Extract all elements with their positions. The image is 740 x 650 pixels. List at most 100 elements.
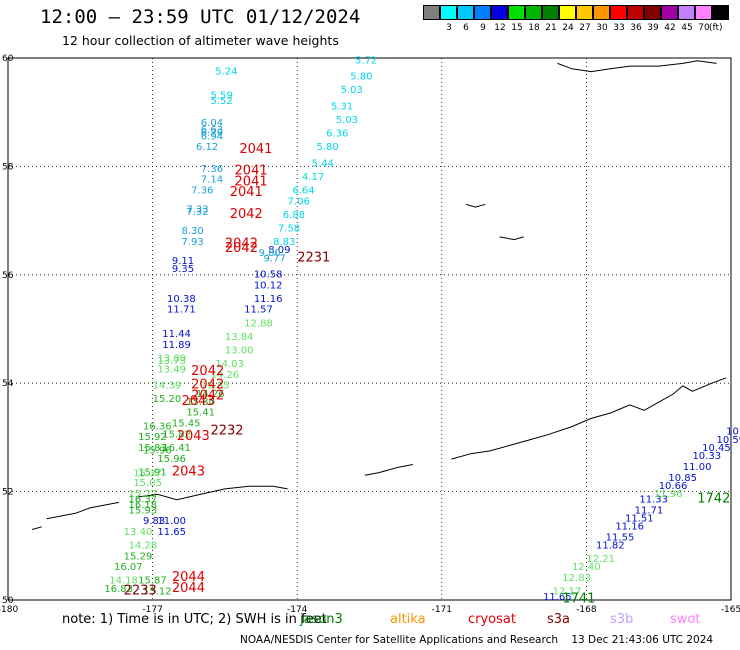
pass-time-label: 2042 [191,378,224,393]
wave-height-value: 11.65 [543,592,572,603]
scale-label: 3 [446,23,452,33]
scale-label: 6 [463,23,469,33]
wave-height-value: 15.41 [186,408,215,419]
wave-height-value: 11.44 [162,329,191,340]
scale-swatch [474,5,491,20]
wave-height-value: 11.71 [167,305,196,316]
scale-swatch [695,5,712,20]
scale-swatch [678,5,695,20]
wave-height-value: 7.14 [201,175,223,186]
wave-height-value: 15.87 [138,576,167,587]
wave-height-value: 16.37 [129,494,158,505]
wave-height-value: 7.33 [186,204,208,215]
wave-height-value: 15.96 [157,454,186,465]
wave-height-value: 13.84 [225,332,254,343]
wave-height-value: 11.82 [596,541,625,552]
scale-swatch [457,5,474,20]
wave-height-value: 14.18 [109,576,138,587]
wave-height-value: 11.00 [157,516,186,527]
scale-label: 36 [630,23,642,33]
satellite-swot: swot [670,612,701,627]
scale-swatch [627,5,644,20]
wave-height-value: 12.40 [572,562,601,573]
coastline [557,60,717,73]
wave-height-value: 6.94 [201,131,223,142]
scale-label: 12 [494,23,506,33]
coastline [451,377,727,460]
wave-height-value: 11.96 [654,489,683,500]
coastline [499,236,524,241]
wave-height-value: 7.36 [191,186,213,197]
coastline [46,501,119,520]
satellite-altika: altika [390,612,426,627]
wave-height-value: 12.88 [244,318,273,329]
wave-height-value: 6.88 [283,210,305,221]
wave-height-value: 5.31 [331,101,353,112]
scale-swatch [610,5,627,20]
wave-height-value: 5.59 [210,91,232,102]
wave-height-value: 15.93 [129,505,158,516]
wave-height-value: 6.04 [201,118,223,129]
pass-time-label: 1742 [697,491,730,506]
coastline [138,485,288,501]
wave-height-value: 15.82 [162,429,191,440]
wave-height-value: 6.36 [326,129,348,140]
scale-swatch [712,5,729,20]
coastline [364,464,413,476]
wave-height-value: 14.26 [196,389,225,400]
wave-height-value: 12.83 [562,573,591,584]
wave-height-value: 11.55 [606,532,635,543]
lat-tick-label: 52 [2,488,13,498]
scale-label: 70 [698,23,710,33]
wave-height-value: 11.16 [615,522,644,533]
scale-label: 42 [664,23,676,33]
coastline [31,526,42,530]
wave-height-value: 7.32 [186,207,208,218]
wave-height-value: 6.70 [201,128,223,139]
lon-tick-label: -177 [142,605,162,615]
wave-height-value: 10.33 [692,451,721,462]
scale-swatch [508,5,525,20]
scale-label: 18 [528,23,540,33]
wave-height-value: 10.85 [668,473,697,484]
lat-tick-label: 56 [2,271,14,281]
wave-height-value: 11.16 [254,294,283,305]
wave-height-value: 16.36 [143,421,172,432]
wave-height-value: 15.12 [143,587,172,598]
wave-height-value: 16.07 [114,562,143,573]
wave-height-value: 6.12 [196,142,218,153]
wave-height-value: 10.38 [167,294,196,305]
satellite-s3a: s3a [547,612,571,627]
wave-height-value: 13.73 [157,356,186,367]
lat-tick-label: 50 [2,596,14,606]
wave-height-value: 8.83 [273,237,295,248]
wave-height-value: 9.77 [263,253,285,264]
wave-height-value: 9.35 [172,264,194,275]
scale-swatch [423,5,440,20]
credit-line: NOAA/NESDIS Center for Satellite Applica… [240,634,714,646]
scale-swatch [576,5,593,20]
wave-height-value: 15.96 [143,446,172,457]
wave-height-value: 9.11 [172,256,194,267]
wave-height-value: 5.24 [215,66,237,77]
wave-height-value: 8.30 [182,226,204,237]
wave-height-value: 11.65 [157,527,186,538]
wave-height-value: 15.91 [138,467,167,478]
scale-swatch [440,5,457,20]
wave-height-value: 10.45 [702,443,731,454]
wave-height-value: 12.17 [553,587,582,598]
wave-height-value: 8.09 [268,245,290,256]
scale-swatch [525,5,542,20]
wave-height-value: 7.58 [278,223,300,234]
pass-time-label: 2041 [239,142,272,157]
pass-time-label: 2042 [225,241,258,256]
wave-height-value: 15.27 [129,489,158,500]
satellite-jason3: jason3 [300,612,343,627]
pass-time-label: 2043 [182,394,215,409]
wave-height-value: 11.71 [635,505,664,516]
scale-label: 15 [511,23,523,33]
wave-height-value: 5.80 [316,142,338,153]
pass-time-label: 2043 [172,464,205,479]
pass-time-label: 2041 [230,185,263,200]
wave-height-value: 5.80 [350,72,372,83]
